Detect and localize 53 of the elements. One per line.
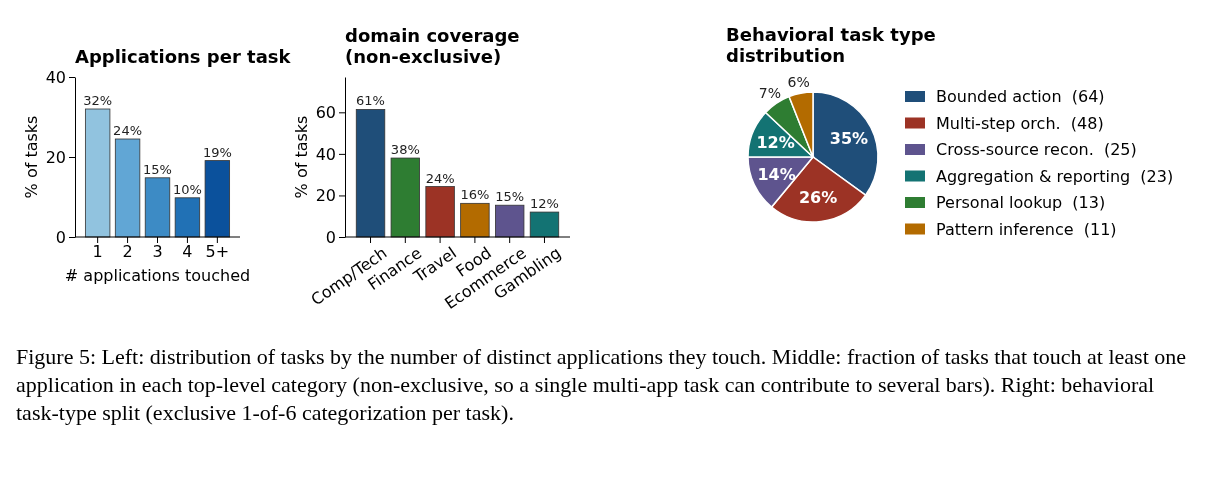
bar xyxy=(495,204,525,238)
data-label: 15% xyxy=(495,189,525,205)
y-axis-title: % of tasks xyxy=(292,115,311,199)
chart-title: Behavioral task type distribution xyxy=(726,24,936,66)
x-tick-label: 4 xyxy=(182,242,193,262)
y-tick-label: 60 xyxy=(315,102,336,122)
legend-label: Bounded action (64) xyxy=(936,87,1105,106)
data-label: 10% xyxy=(172,181,202,197)
x-tick-label: 1 xyxy=(92,242,103,262)
data-label: 15% xyxy=(143,161,172,177)
data-label: 38% xyxy=(390,142,420,158)
legend-label: Aggregation & reporting (23) xyxy=(936,166,1174,186)
data-label: 14% xyxy=(757,164,796,184)
bar xyxy=(84,108,111,238)
legend-label: Multi-step orch. (48) xyxy=(936,113,1104,133)
bar xyxy=(144,177,171,238)
data-label: 19% xyxy=(202,144,232,160)
x-tick-label: 5+ xyxy=(205,242,230,262)
y-tick-label: 40 xyxy=(45,67,66,87)
bar xyxy=(460,202,490,238)
data-label: 12% xyxy=(756,132,795,152)
chart-title: domain coverage (non-exclusive) xyxy=(345,25,520,67)
bar xyxy=(114,138,141,238)
legend-label: Personal lookup (13) xyxy=(936,193,1106,212)
data-label: 35% xyxy=(829,129,869,149)
bar xyxy=(425,186,455,238)
bar xyxy=(204,160,231,238)
bar xyxy=(529,211,560,238)
legend-label: Pattern inference (11) xyxy=(936,219,1117,239)
data-label: 16% xyxy=(460,187,490,203)
x-tick-label: 3 xyxy=(152,242,163,262)
bar xyxy=(355,109,386,238)
y-axis-title: % of tasks xyxy=(22,115,41,199)
x-tick-label: 2 xyxy=(122,242,133,262)
data-label: 24% xyxy=(425,170,455,186)
bar xyxy=(390,157,420,238)
data-label: 12% xyxy=(530,196,559,212)
y-tick-label: 0 xyxy=(325,227,336,247)
data-label: 24% xyxy=(113,123,143,138)
data-label: 61% xyxy=(356,93,385,109)
y-tick-label: 20 xyxy=(45,147,66,167)
data-label: 6% xyxy=(787,73,810,90)
data-label: 7% xyxy=(758,85,781,102)
bar xyxy=(174,197,201,238)
chart-title: Applications per task xyxy=(75,46,292,67)
y-tick-label: 0 xyxy=(55,227,66,247)
legend-label: Cross-source recon. (25) xyxy=(936,140,1137,159)
x-axis-title: # applications touched xyxy=(64,266,251,285)
caption: Figure 5: Left: distribution of tasks by the number of distinct applications they touch. Middle: fraction of tasks that touch at least one application in each top-level category (non-exclusive, so a single multi-app task can contribute to several bars). Right: behavioral task-type split (exclusive 1-of-6 categorization per task). xyxy=(16,344,1187,425)
data-label: 32% xyxy=(83,93,113,108)
data-label: 26% xyxy=(798,187,838,207)
y-tick-label: 20 xyxy=(315,186,336,206)
y-tick-label: 40 xyxy=(315,144,336,164)
